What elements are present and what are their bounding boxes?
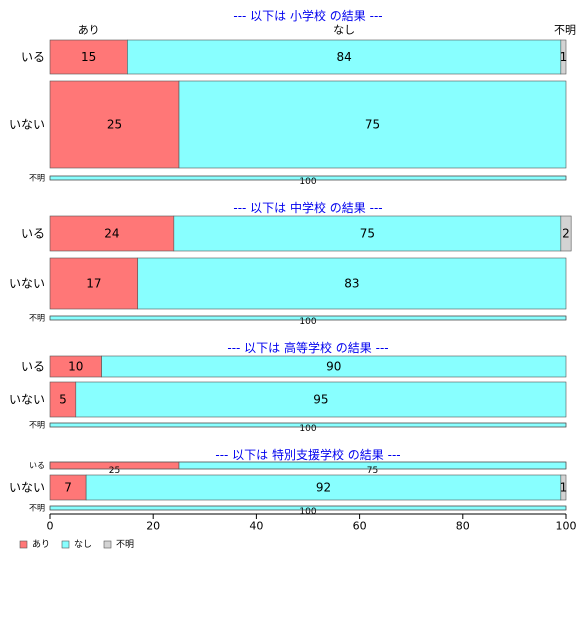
bar-outline [49,175,567,181]
bar-segment-あり [49,474,87,501]
panel-title: --- 以下は 中学校 の結果 --- [233,200,382,215]
row-label: いない [9,481,45,495]
row-label: いる [29,461,45,470]
row-label: いる [21,360,45,374]
row-label: いない [9,118,45,132]
bar-segment-なし [75,381,567,418]
x-tick-label: 40 [249,520,263,533]
x-tick-label: 100 [556,520,577,533]
x-tick-label: 80 [456,520,470,533]
data-label: 15 [81,50,96,64]
data-label: 84 [336,50,351,64]
row-label: 不明 [29,504,45,513]
panel-title: --- 以下は 小学校 の結果 --- [233,8,382,23]
data-label: 90 [326,360,341,374]
bar-segment-不明 [560,39,567,75]
bar-segment-あり [49,215,175,252]
legend-label-1: なし [74,539,92,550]
data-label: 100 [299,177,316,187]
data-label: 24 [104,227,119,241]
bar-segment-なし [178,80,567,169]
panel-title: --- 以下は 特別支援学校 の結果 --- [215,447,400,462]
legend-swatch-1 [61,540,70,549]
legend-swatch-0 [19,540,28,549]
data-label: 95 [313,393,328,407]
bar-outline [49,422,567,428]
legend-label-0: あり [32,539,50,550]
data-label: 75 [365,118,380,132]
row-label: いない [9,277,45,291]
bar-segment-なし [127,39,562,75]
bar-segment-なし [137,257,567,310]
legend-swatch-2 [103,540,112,549]
header-label-2: 不明 [554,24,576,37]
row-label: いない [9,393,45,407]
data-label: 7 [64,481,72,495]
data-label: 100 [299,424,316,434]
header-label-1: なし [333,24,355,37]
bar-outline [49,461,567,470]
data-label: 1 [560,50,568,64]
row-label: いる [21,227,45,241]
data-label: 100 [299,317,316,327]
bar-segment-なし [173,215,562,252]
bar-segment-あり [49,257,139,310]
data-label: 75 [367,466,378,476]
row-label: 不明 [29,174,45,183]
data-label: 92 [316,481,331,495]
data-label: 5 [59,393,67,407]
data-label: 17 [86,277,101,291]
row-label: 不明 [29,314,45,323]
bar-segment-あり [49,381,77,418]
data-label: 10 [68,360,83,374]
bar-outline [49,315,567,321]
bar-segment-あり [49,39,128,75]
x-tick-label: 20 [146,520,160,533]
bar-segment-不明 [560,215,572,252]
bar-segment-なし [101,355,567,378]
bar-segment-なし [85,474,562,501]
row-label: 不明 [29,421,45,430]
x-tick-label: 60 [353,520,367,533]
data-label: 100 [299,507,316,517]
bar-segment-不明 [560,474,567,501]
data-label: 2 [562,227,570,241]
data-label: 83 [344,277,359,291]
header-label-0: あり [78,24,100,37]
data-label: 25 [109,466,120,476]
legend-label-2: 不明 [116,539,134,550]
data-label: 25 [107,118,122,132]
data-label: 1 [560,481,568,495]
row-label: いる [21,50,45,64]
panel-title: --- 以下は 高等学校 の結果 --- [227,340,388,355]
data-label: 75 [360,227,375,241]
bar-outline [49,505,567,511]
x-tick-label: 0 [47,520,54,533]
